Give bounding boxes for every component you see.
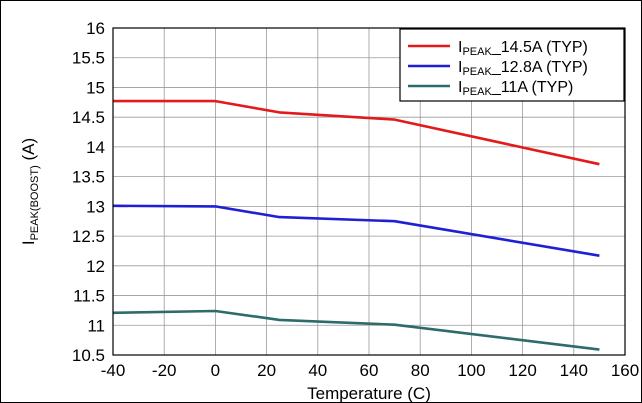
y-tick-label: 15 <box>86 78 105 97</box>
y-tick-label: 12.5 <box>72 227 105 246</box>
legend-label-2: IPEAK_12.8A (TYP) <box>458 59 588 78</box>
x-tick-label: 60 <box>360 361 379 380</box>
y-axis-label-suffix: (A) <box>19 138 38 165</box>
x-axis-label: Temperature (C) <box>307 384 431 403</box>
x-tick-label: 160 <box>611 361 639 380</box>
x-tick-label: 100 <box>457 361 485 380</box>
x-tick-label: 20 <box>257 361 276 380</box>
series-line-1 <box>113 99 600 166</box>
y-tick-label: 13.5 <box>72 168 105 187</box>
series-line-3 <box>112 309 600 351</box>
y-tick-label: 14 <box>86 138 105 157</box>
y-tick-label: 15.5 <box>72 49 105 68</box>
y-axis-label: IPEAK(BOOST) (A) <box>19 138 41 245</box>
x-tick-label: -20 <box>152 361 177 380</box>
x-tick-label: -40 <box>101 361 126 380</box>
y-tick-label: 11.5 <box>73 287 105 306</box>
y-axis-label-subscript: PEAK(BOOST) <box>29 165 41 240</box>
y-tick-label: 10.5 <box>72 346 105 365</box>
x-tick-label: 0 <box>211 361 220 380</box>
legend: IPEAK_14.5A (TYP)IPEAK_12.8A (TYP)IPEAK_… <box>399 28 625 102</box>
plot-border <box>112 27 626 356</box>
y-tick-label: 12 <box>86 257 105 276</box>
legend-label-3: IPEAK_11A (TYP) <box>458 79 573 98</box>
y-tick-label: 11 <box>87 316 105 335</box>
x-tick-label: 120 <box>508 361 536 380</box>
y-tick-label: 13 <box>86 197 105 216</box>
x-tick-label: 140 <box>560 361 588 380</box>
y-tick-label: 16 <box>86 19 105 38</box>
y-tick-label: 14.5 <box>72 108 105 127</box>
y-axis-ticks: 10.5 11 11.5 12 12.5 13 13.5 14 14.5 15 15.5 16 <box>72 19 105 365</box>
y-axis-label-main: I <box>19 240 38 245</box>
x-tick-label: 80 <box>411 361 430 380</box>
series-line-2 <box>112 204 600 257</box>
x-axis-ticks: -40 -20 0 20 40 60 80 100 120 140 160 <box>101 361 639 380</box>
x-tick-label: 40 <box>308 361 327 380</box>
series-lines <box>112 99 600 351</box>
legend-label-1: IPEAK_14.5A (TYP) <box>458 39 588 58</box>
